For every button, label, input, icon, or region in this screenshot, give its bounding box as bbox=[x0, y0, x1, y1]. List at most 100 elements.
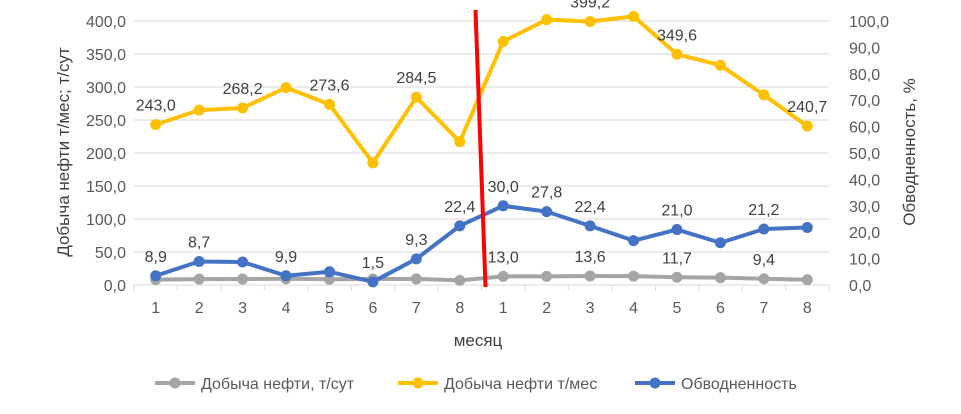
x-tick-label: 5 bbox=[325, 300, 334, 317]
data-point bbox=[628, 10, 640, 22]
data-point bbox=[671, 224, 683, 236]
series-line bbox=[155, 14, 809, 165]
legend: Добыча нефти, т/сут Добыча нефти т/мес Обв… bbox=[155, 376, 797, 393]
y-right-tick-label: 20,0 bbox=[849, 225, 880, 242]
y-right-tick-label: 10,0 bbox=[849, 252, 880, 269]
data-label: 9,9 bbox=[275, 249, 297, 266]
data-point bbox=[497, 270, 509, 282]
legend-label: Обводненность bbox=[681, 376, 797, 393]
data-point bbox=[758, 223, 770, 235]
x-tick-label: 8 bbox=[803, 300, 812, 317]
y-axis-right-title: Обводненность, % bbox=[900, 78, 919, 226]
data-point bbox=[193, 256, 205, 268]
x-tick-label: 2 bbox=[195, 300, 204, 317]
x-axis-title: месяц bbox=[454, 331, 503, 350]
data-point bbox=[801, 221, 813, 233]
data-label: 240,7 bbox=[787, 99, 827, 116]
y-right-tick-label: 30,0 bbox=[849, 199, 880, 216]
data-point bbox=[410, 273, 422, 285]
y-left-tick-label: 400,0 bbox=[86, 14, 126, 31]
x-tick-label: 1 bbox=[151, 300, 160, 317]
x-tick-label: 4 bbox=[282, 300, 291, 317]
data-point bbox=[497, 200, 509, 212]
legend-item-обводненность: Обводненность bbox=[635, 376, 797, 393]
x-tick-label: 3 bbox=[238, 300, 247, 317]
y-left-tick-label: 300,0 bbox=[86, 80, 126, 97]
data-point bbox=[758, 89, 770, 101]
data-point bbox=[193, 104, 205, 116]
data-label: 268,2 bbox=[223, 81, 263, 98]
data-point bbox=[150, 270, 162, 282]
legend-swatch-marker bbox=[649, 377, 661, 389]
data-point bbox=[367, 157, 379, 169]
data-label: 399,2 bbox=[570, 0, 610, 12]
data-label: 30,0 bbox=[488, 179, 519, 196]
data-label: 273,6 bbox=[309, 77, 349, 94]
period-divider bbox=[473, 9, 488, 288]
y-right-tick-label: 100,0 bbox=[849, 14, 889, 31]
data-label: 284,5 bbox=[396, 70, 436, 87]
legend-label: Добыча нефти т/мес bbox=[444, 376, 597, 393]
series-добыча-нефти-т-сут bbox=[150, 270, 813, 286]
data-point bbox=[410, 253, 422, 265]
data-label: 8,7 bbox=[188, 235, 210, 252]
series-line bbox=[155, 274, 808, 283]
data-point bbox=[367, 276, 379, 288]
data-point bbox=[454, 136, 466, 148]
data-point bbox=[714, 272, 726, 284]
y-right-tick-label: 90,0 bbox=[849, 40, 880, 57]
data-labels: 13,0 13,6 11,7 9,4 243,0 268,2 273,6 284,5 399,2… bbox=[136, 0, 828, 272]
data-label: 27,8 bbox=[531, 185, 562, 202]
x-tick-label: 6 bbox=[716, 300, 725, 317]
y-left-tick-label: 200,0 bbox=[86, 146, 126, 163]
data-point bbox=[280, 270, 292, 282]
data-label: 9,3 bbox=[405, 232, 427, 249]
data-point bbox=[454, 220, 466, 232]
legend-item-добыча-нефти-т-мес: Добыча нефти т/мес bbox=[398, 376, 597, 393]
x-tick-label: 8 bbox=[455, 300, 464, 317]
y-right-tick-label: 0,0 bbox=[849, 278, 871, 295]
data-label: 13,0 bbox=[488, 249, 519, 266]
legend-swatch-marker bbox=[169, 377, 181, 389]
x-tick-label: 5 bbox=[673, 300, 682, 317]
data-point bbox=[801, 274, 813, 286]
data-point bbox=[671, 271, 683, 283]
y-right-tick-label: 70,0 bbox=[849, 93, 880, 110]
data-label: 349,6 bbox=[657, 27, 697, 44]
x-tick-label: 4 bbox=[629, 300, 638, 317]
y-left-tick-label: 250,0 bbox=[86, 113, 126, 130]
y-right-tick-label: 50,0 bbox=[849, 146, 880, 163]
series bbox=[150, 9, 813, 288]
data-point bbox=[150, 119, 162, 131]
y-left-tick-label: 100,0 bbox=[86, 212, 126, 229]
data-point bbox=[801, 120, 813, 132]
data-label: 1,5 bbox=[362, 255, 384, 272]
data-point bbox=[541, 270, 553, 282]
data-label: 13,6 bbox=[575, 249, 606, 266]
legend-item-добыча-нефти-т-сут: Добыча нефти, т/сут bbox=[155, 376, 355, 393]
x-tick-label: 3 bbox=[586, 300, 595, 317]
data-label: 21,0 bbox=[661, 203, 692, 220]
y-right-tick-label: 60,0 bbox=[849, 120, 880, 137]
x-tick-label: 6 bbox=[368, 300, 377, 317]
y-left-tick-label: 350,0 bbox=[86, 47, 126, 64]
data-point bbox=[323, 266, 335, 278]
data-point bbox=[541, 14, 553, 26]
data-point bbox=[237, 256, 249, 268]
data-point bbox=[714, 59, 726, 71]
data-point bbox=[584, 270, 596, 282]
data-point bbox=[541, 206, 553, 218]
y-left-tick-label: 50,0 bbox=[95, 245, 126, 262]
legend-label: Добыча нефти, т/сут bbox=[201, 376, 355, 393]
data-label: 11,7 bbox=[662, 250, 692, 267]
legend-swatch-marker bbox=[412, 377, 424, 389]
data-point bbox=[497, 35, 509, 47]
data-label: 22,4 bbox=[575, 199, 606, 216]
data-point bbox=[714, 237, 726, 249]
data-point bbox=[237, 102, 249, 114]
data-label: 9,4 bbox=[753, 252, 775, 269]
data-point bbox=[193, 273, 205, 285]
data-label: 21,2 bbox=[748, 202, 779, 219]
y-left-tick-label: 150,0 bbox=[86, 179, 126, 196]
